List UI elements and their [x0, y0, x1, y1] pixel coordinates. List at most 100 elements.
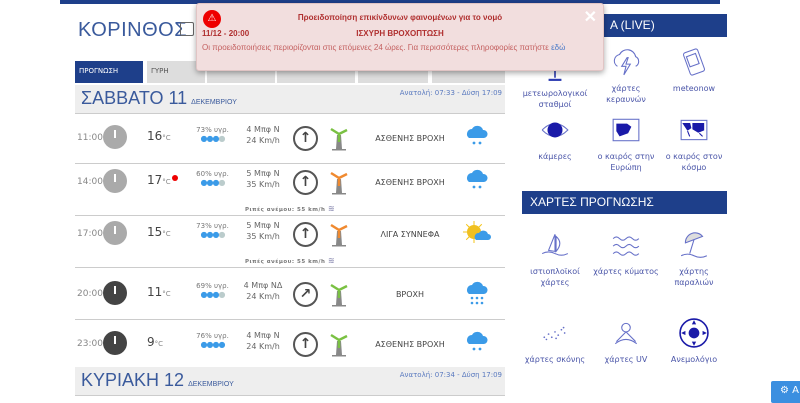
sunrise-sunset: Ανατολή: 07:33 - Δύση 17:09	[399, 89, 502, 97]
maps-tile[interactable]: Ανεμολόγιο	[660, 318, 728, 365]
live-tile[interactable]: χάρτες κεραυνών	[592, 47, 660, 105]
wind-direction-arrow-icon: ↑	[293, 332, 318, 357]
light-rain-icon	[463, 168, 491, 194]
humidity: 69% υγρ. ●●●●	[190, 282, 235, 299]
temp-unit: °C	[154, 340, 164, 348]
forecast-time: 17:00	[77, 229, 103, 239]
forecast-row: 23:00 9°C 76% υγρ. ●●●● 4 Μπφ N 24 Km/h ↑ …	[75, 320, 505, 370]
gust-wind-icon: ≋	[327, 256, 336, 265]
temp-value: 9	[147, 335, 155, 349]
clock-icon	[103, 331, 127, 355]
temp-unit: °C	[162, 178, 171, 186]
weather-description: ΛΙΓΑ ΣΥΝΝΕΦΑ	[380, 230, 440, 239]
tile-label: meteonow	[672, 84, 716, 93]
humidity-drops-icon: ●●●●	[200, 134, 226, 143]
humidity-value: 69% υγρ.	[196, 282, 229, 290]
wind-turbine-icon	[330, 127, 348, 151]
temperature: 11°C	[147, 285, 171, 299]
live-tile[interactable]: ο καιρός στην Ευρώπη	[592, 115, 660, 173]
alert-phenomenon: ΙΣΧΥΡΗ ΒΡΟΧΟΠΤΩΣΗ	[356, 29, 444, 38]
tile-label: χάρτες κεραυνών	[606, 84, 646, 104]
forecast-row: 11:00 16°C 73% υγρ. ●●●● 4 Μπφ N 24 Km/h ↑…	[75, 114, 505, 164]
live-tile[interactable]: ο καιρός στον κόσμο	[660, 115, 728, 173]
page-title: ΚΟΡΙΝΘΟΣ	[78, 19, 188, 41]
tab-1[interactable]: ΓΥΡΗ	[147, 61, 205, 83]
forecast-maps-header: ΧΑΡΤΕΣ ΠΡΟΓΝΩΣΗΣ	[522, 191, 727, 214]
clock-icon	[103, 125, 127, 149]
temp-unit: °C	[162, 230, 171, 238]
partly-cloudy-icon	[463, 220, 491, 246]
tile-label: Ανεμολόγιο	[670, 355, 718, 364]
tile-label: χάρτης παραλιών	[674, 267, 714, 287]
tile-label: χάρτες σκόνης	[524, 355, 586, 364]
calendar-icon[interactable]	[180, 22, 194, 36]
humidity-drops-icon: ●●●●	[200, 178, 226, 187]
tile-label: μετεωρολογικοί σταθμοί	[522, 89, 588, 109]
uv-icon	[614, 322, 638, 345]
clock-icon	[103, 169, 127, 193]
weather-description: ΑΣΘΕΝΗΣ ΒΡΟΧΗ	[375, 340, 445, 349]
wind-gust: Ριπές ανέμου: 55 km/h ≋	[245, 256, 335, 265]
wind-beaufort: 5 Μπφ N	[246, 221, 280, 230]
temp-unit: °C	[162, 134, 171, 142]
alert-text: Οι προειδοποιήσεις περιορίζονται στις επ…	[202, 43, 549, 52]
dust-icon	[543, 326, 566, 341]
wind-direction-arrow-icon: ↑	[293, 222, 318, 247]
compass-icon	[679, 318, 709, 348]
humidity-drops-icon: ●●●●	[200, 230, 226, 239]
humidity-drops-icon: ●●●●	[200, 340, 226, 349]
humidity: 73% υγρ. ●●●●	[190, 222, 235, 239]
wind-beaufort: 4 Μπφ ΝΔ	[243, 281, 283, 290]
day-header: ΚΥΡΙΑΚΗ 12 ΔΕΚΕΜΒΡΙΟΥ Ανατολή: 07:34 - Δύ…	[75, 367, 505, 396]
gust-wind-icon: ≋	[327, 204, 336, 213]
phone-icon	[682, 48, 706, 76]
tab-0[interactable]: ΠΡΟΓΝΩΣΗ	[75, 61, 143, 83]
alert-link[interactable]: εδώ	[551, 43, 566, 52]
wind: 4 Μπφ N 24 Km/h	[238, 124, 288, 146]
corner-settings-button[interactable]: ⚙ A	[771, 381, 800, 403]
humidity: 73% υγρ. ●●●●	[190, 126, 235, 143]
wind: 5 Μπφ N 35 Km/h	[238, 168, 288, 190]
day-name: ΚΥΡΙΑΚΗ 12	[81, 370, 185, 390]
wind-speed: 35 Km/h	[246, 232, 280, 241]
humidity: 60% υγρ. ●●●●	[190, 170, 235, 187]
maps-tile[interactable]: χάρτες UV	[592, 318, 660, 365]
tile-label: κάμερες	[538, 152, 572, 161]
maps-tile[interactable]: χάρτης παραλιών	[660, 230, 728, 288]
wind-beaufort: 4 Μπφ N	[246, 125, 280, 134]
wind: 5 Μπφ N 35 Km/h	[238, 220, 288, 242]
maps-tile[interactable]: χάρτες κύματος	[592, 230, 660, 277]
weather-description: ΑΣΘΕΝΗΣ ΒΡΟΧΗ	[375, 178, 445, 187]
temperature: 9°C	[147, 335, 163, 349]
wind-direction-arrow-icon: ↑	[293, 170, 318, 195]
forecast-time: 14:00	[77, 177, 103, 187]
humidity-value: 73% υγρ.	[196, 126, 229, 134]
live-tile[interactable]: meteonow	[660, 47, 728, 94]
humidity: 76% υγρ. ●●●●	[190, 332, 235, 349]
temp-value: 15	[147, 225, 163, 239]
close-icon[interactable]: ✕	[583, 9, 597, 26]
tile-label: ο καιρός στον κόσμο	[665, 152, 723, 172]
humidity-value: 73% υγρ.	[196, 222, 229, 230]
live-tile[interactable]: κάμερες	[521, 115, 589, 162]
temp-value: 16	[147, 129, 163, 143]
temperature: 15°C	[147, 225, 171, 239]
wind-turbine-icon	[330, 283, 348, 307]
alert-datetime: 11/12 - 20:00	[202, 29, 250, 38]
maps-tile[interactable]: ιστιοπλοϊκοί χάρτες	[521, 230, 589, 288]
wind-beaufort: 4 Μπφ N	[246, 331, 280, 340]
wind: 4 Μπφ N 24 Km/h	[238, 330, 288, 352]
top-bar	[60, 0, 720, 4]
forecast-row: 20:00 11°C 69% υγρ. ●●●● 4 Μπφ ΝΔ 24 Km/h …	[75, 270, 505, 320]
weather-description: ΑΣΘΕΝΗΣ ΒΡΟΧΗ	[375, 134, 445, 143]
tile-label: ιστιοπλοϊκοί χάρτες	[530, 267, 580, 287]
wind-speed: 35 Km/h	[246, 180, 280, 189]
humidity-value: 76% υγρ.	[196, 332, 229, 340]
wind-beaufort: 5 Μπφ N	[246, 169, 280, 178]
day-header: ΣΑΒΒΑΤΟ 11 ΔΕΚΕΜΒΡΙΟΥ Ανατολή: 07:33 - Δύ…	[75, 85, 505, 114]
temperature: 17°C	[147, 173, 171, 187]
waves-icon	[612, 236, 640, 256]
forecast-time: 20:00	[77, 289, 103, 299]
maps-tile[interactable]: χάρτες σκόνης	[521, 318, 589, 365]
clock-icon	[103, 281, 127, 305]
